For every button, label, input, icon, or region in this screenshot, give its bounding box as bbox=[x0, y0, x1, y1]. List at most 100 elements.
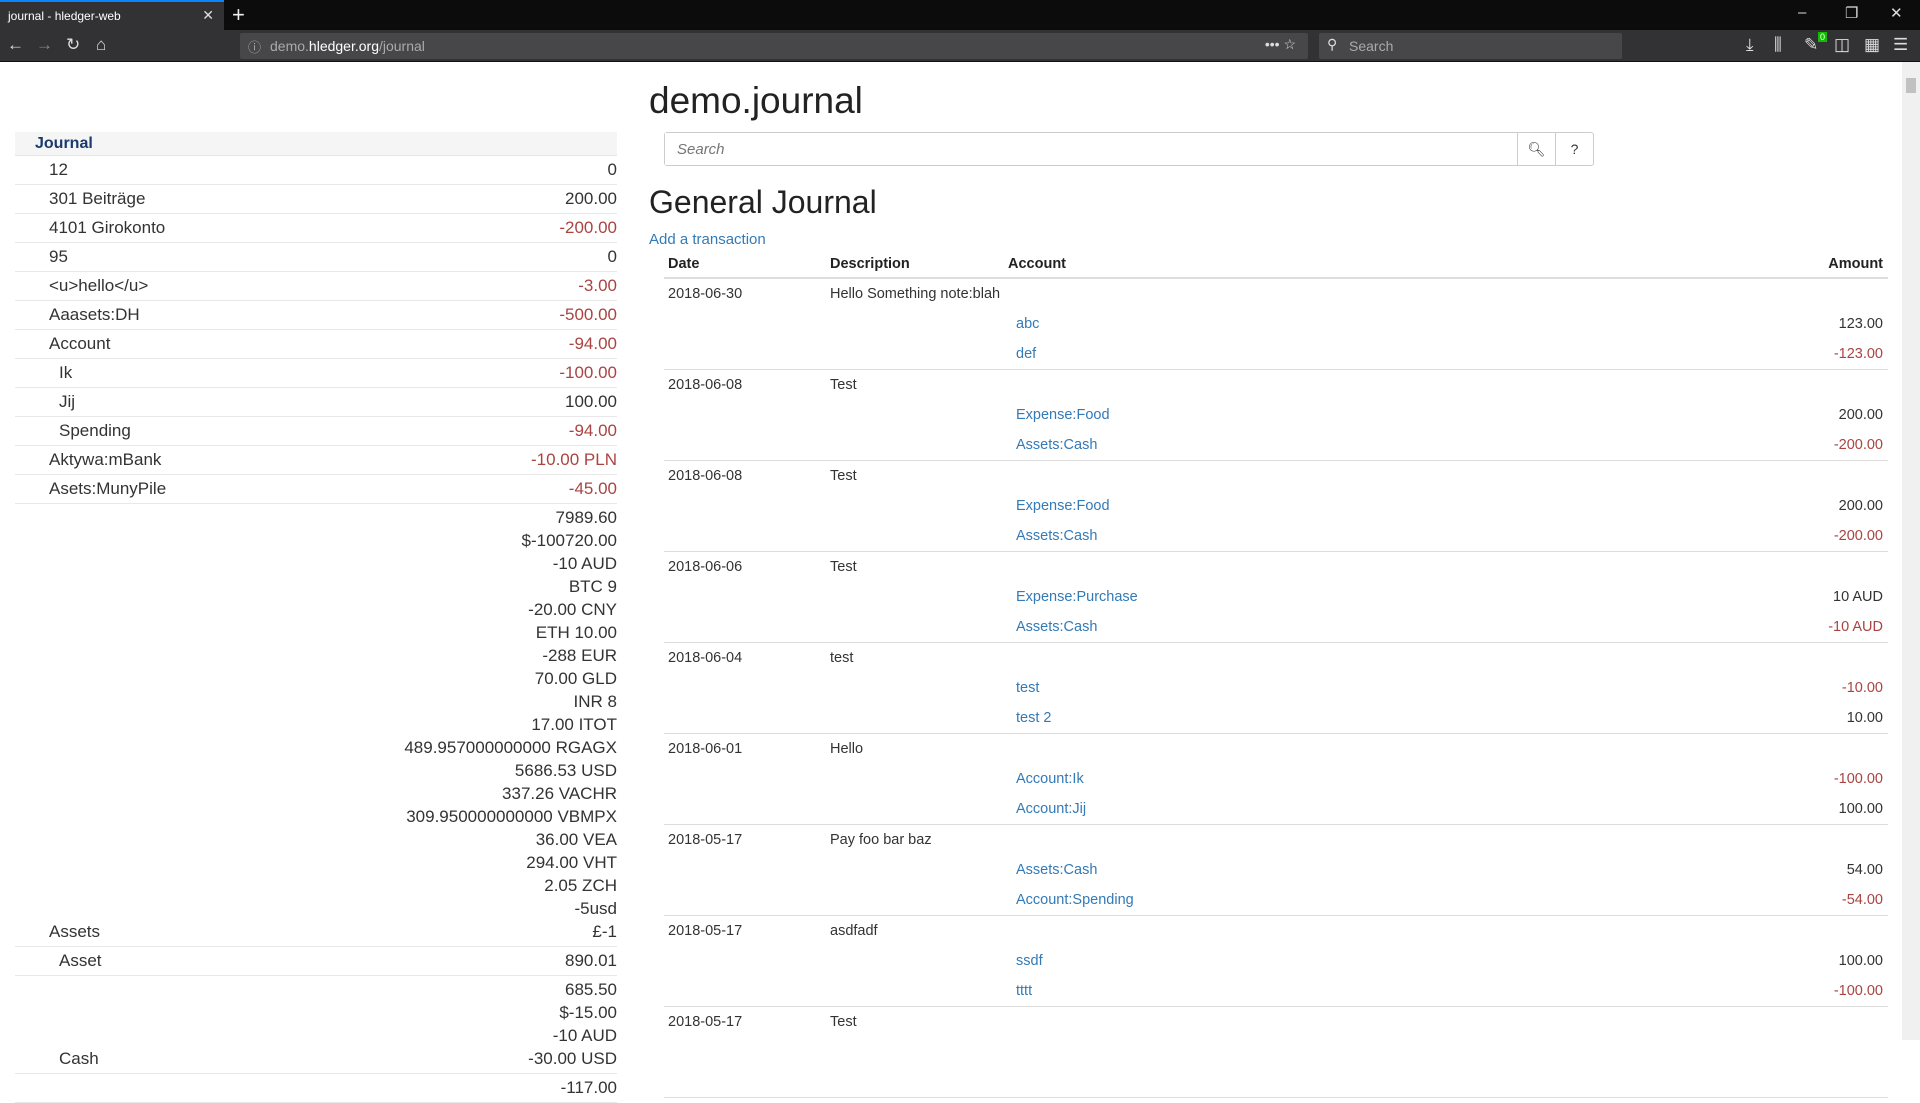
download-icon[interactable]: ⤓ bbox=[1746, 35, 1754, 54]
account-link[interactable]: test 2 bbox=[1016, 710, 1052, 726]
account-link[interactable]: ssdf bbox=[1016, 953, 1043, 969]
home-icon[interactable]: ⌂ bbox=[96, 35, 107, 54]
transaction-date: 2018-06-30 bbox=[668, 286, 743, 302]
search-form: 🔍︎ ? bbox=[664, 132, 1594, 166]
posting-amount: 54.00 bbox=[1846, 862, 1883, 878]
balance-amount: $-15.00 bbox=[559, 1003, 617, 1022]
extension-badge: 0 bbox=[1818, 32, 1828, 42]
balance-amount: 685.50 bbox=[565, 980, 617, 999]
posting-row: Assets:Cash -10 AUD bbox=[664, 612, 1888, 642]
url-path: /journal bbox=[378, 38, 425, 54]
account-link[interactable]: 12 bbox=[49, 160, 68, 179]
posting-row: Expense:Purchase 10 AUD bbox=[664, 582, 1888, 612]
account-link[interactable]: Aaasets:DH bbox=[49, 305, 140, 324]
account-link[interactable]: Account bbox=[49, 334, 111, 353]
account-link[interactable]: Asset bbox=[59, 951, 102, 970]
add-transaction-link[interactable]: Add a transaction bbox=[649, 231, 766, 248]
search-input[interactable] bbox=[665, 133, 1517, 165]
account-link[interactable]: Assets bbox=[49, 922, 101, 941]
sidebar-journal-link[interactable]: Journal bbox=[15, 132, 617, 156]
scrollbar-thumb[interactable] bbox=[1906, 78, 1916, 93]
close-window-icon[interactable]: ✕ bbox=[1890, 5, 1903, 22]
posting-row: def -123.00 bbox=[664, 339, 1888, 369]
sidebar-account-row: -117.00 bbox=[15, 1074, 617, 1103]
account-link[interactable]: 95 bbox=[49, 247, 68, 266]
posting-amount: -200.00 bbox=[1833, 528, 1883, 544]
posting-amount: 10.00 bbox=[1846, 710, 1883, 726]
library-icon[interactable]: ⫼ bbox=[1774, 35, 1782, 54]
account-link[interactable]: Cash bbox=[59, 1049, 99, 1068]
account-link[interactable]: Aktywa:mBank bbox=[49, 450, 162, 469]
sidebar-account-row: Account -94.00 bbox=[15, 330, 617, 359]
posting-row: Account:Jij 100.00 bbox=[664, 794, 1888, 824]
posting-row: test 2 10.00 bbox=[664, 703, 1888, 733]
browser-tab[interactable]: journal - hledger-web ✕ bbox=[0, 0, 224, 30]
account-link[interactable]: Ik bbox=[59, 363, 73, 382]
sidebar-icon[interactable]: ◫ bbox=[1834, 35, 1851, 54]
account-link[interactable]: Assets:Cash bbox=[1016, 437, 1098, 453]
posting-amount: -100.00 bbox=[1833, 771, 1883, 787]
account-link[interactable]: Spending bbox=[59, 421, 131, 440]
posting-account: Assets:Cash bbox=[1008, 862, 1688, 878]
account-link[interactable]: Jij bbox=[59, 392, 76, 411]
url-bar[interactable]: ⓘ demo.hledger.org/journal ••• ☆ bbox=[240, 33, 1308, 59]
transaction-line: 2018-05-17 Test bbox=[664, 1007, 1888, 1037]
menu-icon[interactable]: ☰ bbox=[1893, 35, 1909, 54]
account-link[interactable]: Account:Jij bbox=[1016, 801, 1087, 817]
more-icon[interactable]: ••• ☆ bbox=[1264, 36, 1296, 52]
posting-account: Assets:Cash bbox=[1008, 619, 1688, 635]
account-link[interactable]: Asets:MunyPile bbox=[49, 479, 167, 498]
account-link[interactable]: def bbox=[1016, 346, 1037, 362]
sidebar-account-row: Jij 100.00 bbox=[15, 388, 617, 417]
browser-search[interactable]: ⚲ Search bbox=[1319, 33, 1622, 59]
scrollbar[interactable] bbox=[1902, 62, 1920, 1040]
account-link[interactable]: tttt bbox=[1016, 983, 1033, 999]
posting-amount: -54.00 bbox=[1841, 892, 1883, 908]
account-link[interactable]: 301 Beiträge bbox=[49, 189, 146, 208]
journal-table: Date Description Account Amount 2018-06-… bbox=[664, 255, 1888, 1098]
account-link[interactable]: test bbox=[1016, 680, 1040, 696]
account-balance: 685.50 $-15.00 -10 AUD -30.00 USD bbox=[528, 978, 617, 1070]
posting-amount: 100.00 bbox=[1838, 801, 1883, 817]
reload-icon[interactable]: ↻ bbox=[66, 35, 81, 54]
tab-title: journal - hledger-web bbox=[8, 9, 121, 23]
containers-icon[interactable]: ▦ bbox=[1864, 35, 1881, 54]
transaction: 2018-06-01 Hello Account:Ik -100.00 Account:… bbox=[664, 734, 1888, 825]
forward-icon[interactable]: → bbox=[36, 35, 53, 54]
account-link[interactable]: Account:Ik bbox=[1016, 771, 1084, 787]
help-button[interactable]: ? bbox=[1555, 133, 1593, 165]
posting-amount: -100.00 bbox=[1833, 983, 1883, 999]
close-tab-icon[interactable]: ✕ bbox=[202, 7, 214, 23]
transaction-line: 2018-06-08 Test bbox=[664, 461, 1888, 491]
transaction: 2018-05-17 asdfadf ssdf 100.00 tttt -100.00 bbox=[664, 916, 1888, 1007]
account-link[interactable]: Account:Spending bbox=[1016, 892, 1134, 908]
account-link[interactable]: Expense:Food bbox=[1016, 498, 1110, 514]
back-icon[interactable]: ← bbox=[7, 35, 24, 54]
account-link[interactable]: Expense:Purchase bbox=[1016, 589, 1138, 605]
info-icon[interactable]: ⓘ bbox=[248, 40, 262, 55]
balance-amount: -100.00 bbox=[559, 363, 617, 382]
account-link[interactable]: Assets:Cash bbox=[1016, 619, 1098, 635]
col-description: Description bbox=[830, 256, 910, 272]
account-link[interactable]: Expense:Food bbox=[1016, 407, 1110, 423]
balance-amount: 0 bbox=[607, 247, 617, 266]
new-tab-icon[interactable]: + bbox=[232, 2, 245, 27]
extension-icon[interactable]: ✎ bbox=[1804, 35, 1819, 54]
minimize-icon[interactable]: – bbox=[1798, 4, 1807, 21]
posting-amount: 200.00 bbox=[1838, 407, 1883, 423]
account-link[interactable]: Assets:Cash bbox=[1016, 528, 1098, 544]
search-button[interactable]: 🔍︎ bbox=[1517, 133, 1555, 165]
transaction-date: 2018-06-06 bbox=[668, 559, 743, 575]
account-link[interactable]: 4101 Girokonto bbox=[49, 218, 166, 237]
transaction-description: Hello bbox=[830, 741, 864, 757]
balance-amount: 890.01 bbox=[565, 951, 617, 970]
account-link[interactable]: abc bbox=[1016, 316, 1040, 332]
balance-amount: £-1 bbox=[592, 922, 617, 941]
restore-icon[interactable]: ❐ bbox=[1845, 5, 1859, 22]
account-link[interactable]: <u>hello</u> bbox=[49, 276, 149, 295]
journal-title: General Journal bbox=[649, 184, 877, 220]
account-link[interactable]: Assets:Cash bbox=[1016, 862, 1098, 878]
transaction: 2018-05-17 Pay foo bar baz Assets:Cash 54.0… bbox=[664, 825, 1888, 916]
transaction: 2018-06-08 Test Expense:Food 200.00 Assets:C… bbox=[664, 461, 1888, 552]
balance-amount: -200.00 bbox=[559, 218, 617, 237]
